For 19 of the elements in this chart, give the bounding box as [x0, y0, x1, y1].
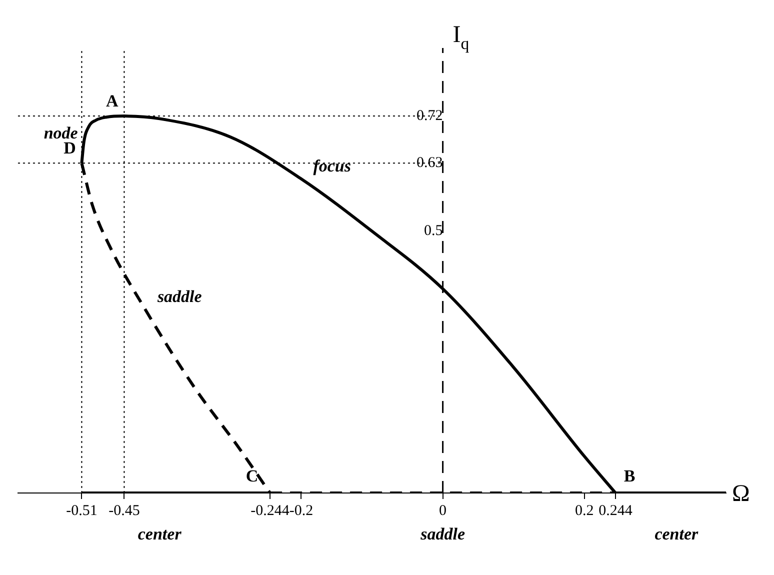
annotation: A [106, 91, 120, 110]
annotation: center [138, 524, 182, 544]
x-tick-label: -0.45 [108, 502, 140, 519]
annotation: B [624, 466, 636, 486]
x-axis-title: Ω [732, 481, 750, 507]
annotation: saddle [156, 287, 202, 306]
y-tick-label: 0.63 [416, 155, 443, 172]
x-tick-label: -0.2 [289, 502, 314, 519]
x-tick-label: 0.2 [575, 502, 594, 519]
annotation: C [246, 466, 258, 486]
y-tick-label: 0.5 [424, 223, 443, 240]
x-tick-label: 0.244 [598, 502, 633, 519]
x-tick-label: -0.244 [250, 502, 290, 519]
annotation: focus [313, 156, 352, 176]
x-tick-label: 0 [439, 502, 447, 519]
annotation: center [654, 524, 699, 544]
x-tick-label: -0.51 [66, 502, 98, 519]
y-tick-label: 0.72 [416, 108, 443, 124]
annotation: saddle [420, 524, 466, 544]
